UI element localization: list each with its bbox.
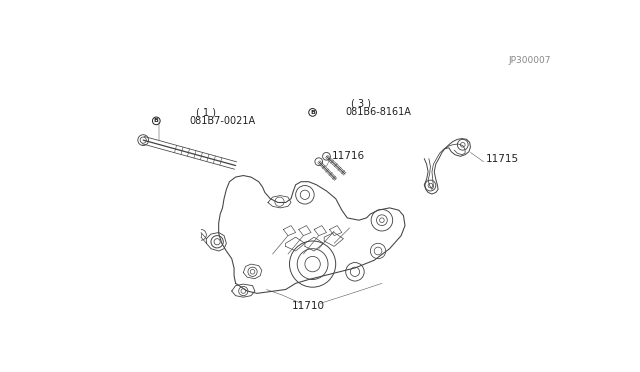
Text: ( 3 ): ( 3 ) (351, 99, 371, 109)
Text: 11716: 11716 (332, 151, 365, 161)
Text: ( 1 ): ( 1 ) (196, 108, 216, 118)
Text: JP300007: JP300007 (509, 55, 551, 64)
Text: B: B (154, 118, 159, 124)
Text: 081B7-0021A: 081B7-0021A (189, 116, 255, 126)
Text: B: B (310, 110, 315, 115)
Text: 11710: 11710 (292, 301, 325, 311)
Text: 081B6-8161A: 081B6-8161A (345, 108, 411, 118)
Text: 11715: 11715 (486, 154, 519, 164)
